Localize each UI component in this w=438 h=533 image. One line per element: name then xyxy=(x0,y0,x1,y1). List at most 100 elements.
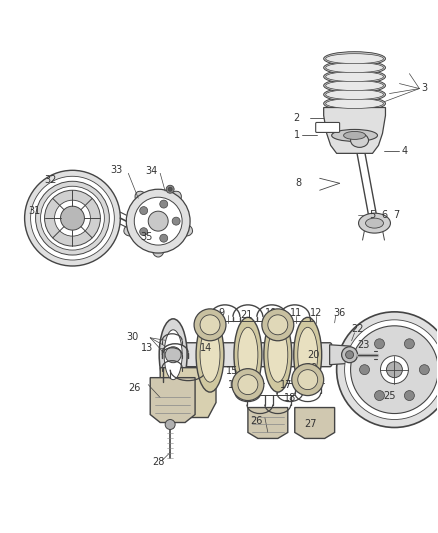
Circle shape xyxy=(126,189,190,253)
Circle shape xyxy=(165,347,181,362)
Text: 8: 8 xyxy=(296,178,302,188)
Ellipse shape xyxy=(124,223,139,236)
Ellipse shape xyxy=(324,70,385,84)
Polygon shape xyxy=(248,408,288,439)
Text: 30: 30 xyxy=(126,332,138,342)
Ellipse shape xyxy=(326,80,384,91)
Circle shape xyxy=(134,197,182,245)
Circle shape xyxy=(298,370,318,390)
Ellipse shape xyxy=(326,71,384,82)
Ellipse shape xyxy=(294,317,321,392)
Circle shape xyxy=(168,187,172,191)
Ellipse shape xyxy=(164,330,182,379)
Circle shape xyxy=(337,312,438,427)
Polygon shape xyxy=(324,108,385,154)
Text: 3: 3 xyxy=(421,83,427,93)
Text: 25: 25 xyxy=(384,391,396,401)
Circle shape xyxy=(268,315,288,335)
Ellipse shape xyxy=(298,327,318,382)
Circle shape xyxy=(54,200,90,236)
Ellipse shape xyxy=(326,63,384,72)
FancyBboxPatch shape xyxy=(166,343,332,367)
Circle shape xyxy=(165,419,175,430)
Ellipse shape xyxy=(200,327,220,382)
Ellipse shape xyxy=(324,78,385,93)
Circle shape xyxy=(148,211,168,231)
Circle shape xyxy=(166,185,174,193)
Circle shape xyxy=(140,207,148,215)
Text: 14: 14 xyxy=(200,343,212,353)
Text: 34: 34 xyxy=(145,166,158,176)
Circle shape xyxy=(386,362,403,378)
Text: 12: 12 xyxy=(310,308,322,318)
Ellipse shape xyxy=(326,54,384,63)
Text: 36: 36 xyxy=(334,308,346,318)
Circle shape xyxy=(404,339,414,349)
Text: 11: 11 xyxy=(290,308,302,318)
Text: 26: 26 xyxy=(128,383,141,393)
Ellipse shape xyxy=(359,213,390,233)
Text: 28: 28 xyxy=(152,457,165,467)
Circle shape xyxy=(35,181,110,255)
Circle shape xyxy=(342,347,357,362)
Circle shape xyxy=(404,391,414,401)
Text: 32: 32 xyxy=(45,175,57,185)
Circle shape xyxy=(160,234,168,242)
Ellipse shape xyxy=(238,327,258,382)
Ellipse shape xyxy=(264,317,292,392)
Text: 27: 27 xyxy=(305,419,317,430)
Polygon shape xyxy=(200,353,218,370)
Ellipse shape xyxy=(234,317,262,392)
Circle shape xyxy=(232,369,264,401)
Text: 33: 33 xyxy=(110,165,123,175)
Ellipse shape xyxy=(177,223,193,236)
Circle shape xyxy=(374,339,385,349)
Ellipse shape xyxy=(152,241,164,257)
Polygon shape xyxy=(330,345,364,365)
Ellipse shape xyxy=(326,90,384,100)
Ellipse shape xyxy=(350,133,368,148)
Ellipse shape xyxy=(324,61,385,75)
Text: 9: 9 xyxy=(218,308,224,318)
Ellipse shape xyxy=(159,319,187,391)
Polygon shape xyxy=(295,408,335,439)
Circle shape xyxy=(194,309,226,341)
Circle shape xyxy=(140,228,148,236)
Circle shape xyxy=(160,200,168,208)
Text: 20: 20 xyxy=(308,350,320,360)
Text: 7: 7 xyxy=(393,210,400,220)
Ellipse shape xyxy=(366,218,384,228)
Circle shape xyxy=(292,364,324,395)
Ellipse shape xyxy=(196,317,224,392)
Text: 16: 16 xyxy=(228,379,240,390)
Text: 10: 10 xyxy=(265,308,277,318)
Circle shape xyxy=(262,309,294,341)
Circle shape xyxy=(238,375,258,394)
Ellipse shape xyxy=(324,96,385,110)
Ellipse shape xyxy=(332,130,378,141)
Text: 35: 35 xyxy=(140,232,152,242)
Circle shape xyxy=(381,356,408,384)
Text: 17: 17 xyxy=(280,379,292,390)
Circle shape xyxy=(200,315,220,335)
Text: 5: 5 xyxy=(370,210,376,220)
Ellipse shape xyxy=(324,87,385,101)
Circle shape xyxy=(25,171,120,266)
Text: 4: 4 xyxy=(401,147,407,156)
FancyBboxPatch shape xyxy=(316,123,339,132)
Circle shape xyxy=(360,365,370,375)
Polygon shape xyxy=(160,368,216,417)
Text: 22: 22 xyxy=(352,324,364,334)
Circle shape xyxy=(419,365,429,375)
Ellipse shape xyxy=(343,132,366,140)
Circle shape xyxy=(172,217,180,225)
Ellipse shape xyxy=(326,99,384,109)
Polygon shape xyxy=(150,378,195,423)
Ellipse shape xyxy=(135,191,148,206)
Text: 1: 1 xyxy=(293,131,300,140)
Text: 6: 6 xyxy=(381,210,388,220)
Text: 15: 15 xyxy=(226,366,238,376)
Text: 18: 18 xyxy=(284,393,296,402)
Ellipse shape xyxy=(268,327,288,382)
Text: 19: 19 xyxy=(306,362,318,373)
